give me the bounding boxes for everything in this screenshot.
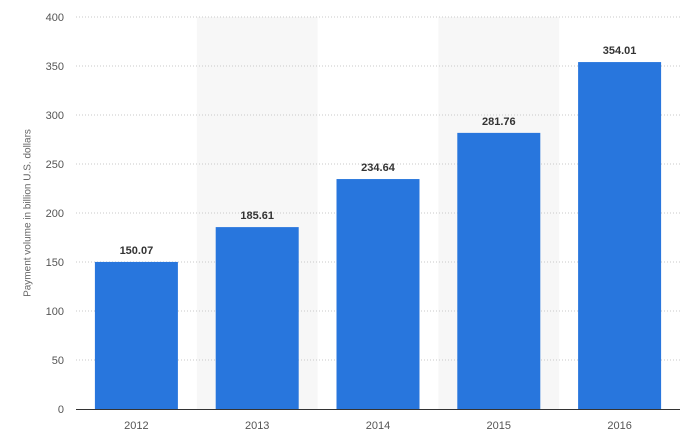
y-tick-label: 100 [46, 306, 64, 318]
y-tick-label: 400 [46, 12, 64, 24]
x-tick-label: 2013 [245, 420, 269, 432]
bar [336, 179, 420, 409]
data-label: 234.64 [361, 162, 396, 174]
x-tick-label: 2016 [607, 420, 631, 432]
x-tick-label: 2014 [366, 420, 390, 432]
data-label: 150.07 [120, 245, 154, 257]
y-tick-label: 200 [46, 208, 64, 220]
y-tick-label: 50 [52, 355, 64, 367]
bar [215, 227, 299, 409]
y-tick-label: 150 [46, 257, 64, 269]
y-tick-label: 300 [46, 110, 64, 122]
bar [457, 132, 541, 410]
x-tick-label: 2015 [487, 420, 511, 432]
bar [578, 62, 662, 410]
data-label: 185.61 [240, 210, 274, 222]
y-tick-label: 0 [58, 404, 64, 416]
data-label: 354.01 [603, 45, 637, 57]
y-tick-label: 350 [46, 61, 64, 73]
data-label: 281.76 [482, 116, 516, 128]
x-tick-label: 2012 [124, 420, 148, 432]
bar [94, 261, 178, 409]
y-tick-label: 250 [46, 159, 64, 171]
